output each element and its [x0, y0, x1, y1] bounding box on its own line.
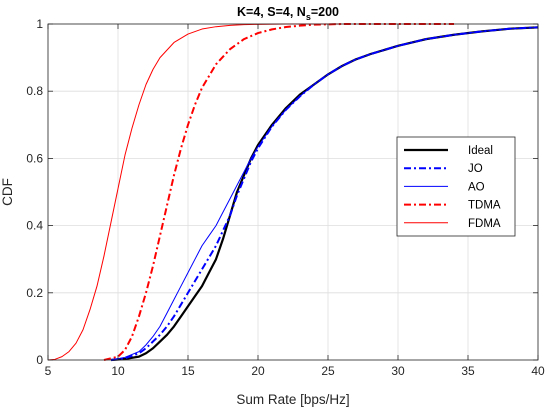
- chart-title-subscript: s: [306, 12, 311, 22]
- y-tick-label: 0.2: [26, 286, 43, 300]
- x-tick-label: 15: [181, 364, 195, 378]
- x-axis-label: Sum Rate [bps/Hz]: [236, 392, 349, 407]
- legend: Ideal JO AO TDMA FDMA: [396, 136, 516, 237]
- legend-label-fdma: FDMA: [468, 218, 501, 230]
- x-tick-label: 40: [531, 364, 545, 378]
- legend-label-ao: AO: [468, 181, 485, 193]
- legend-label-jo: JO: [468, 163, 483, 175]
- chart-title: K=4, S=4, Ns=200: [237, 5, 339, 22]
- axis-ticks: 5 10 15 20 25 30 35 40 0 0.2 0.4 0.6 0.8 1: [26, 17, 545, 378]
- x-tick-label: 35: [461, 364, 475, 378]
- x-tick-label: 5: [45, 364, 52, 378]
- legend-label-tdma: TDMA: [468, 200, 501, 212]
- y-tick-label: 0.4: [26, 219, 43, 233]
- chart-title-tail: =200: [311, 5, 339, 19]
- axes-box: [47, 23, 539, 361]
- y-tick-label: 1: [36, 17, 43, 31]
- chart-title-main: K=4, S=4, N: [237, 5, 306, 19]
- series-line-ao: [110, 26, 539, 361]
- x-tick-label: 25: [321, 364, 335, 378]
- series-line-jo: [110, 26, 539, 361]
- series-line-fdma: [47, 23, 342, 361]
- y-tick-label: 0.6: [26, 151, 43, 165]
- x-tick-label: 10: [111, 364, 125, 378]
- legend-label-ideal: Ideal: [468, 145, 493, 157]
- x-tick-label: 20: [251, 364, 265, 378]
- y-tick-label: 0.8: [26, 84, 43, 98]
- y-axis-label: CDF: [0, 178, 15, 206]
- y-tick-label: 0: [36, 353, 43, 367]
- x-tick-label: 30: [391, 364, 405, 378]
- legend-items: Ideal JO AO TDMA FDMA: [404, 145, 501, 230]
